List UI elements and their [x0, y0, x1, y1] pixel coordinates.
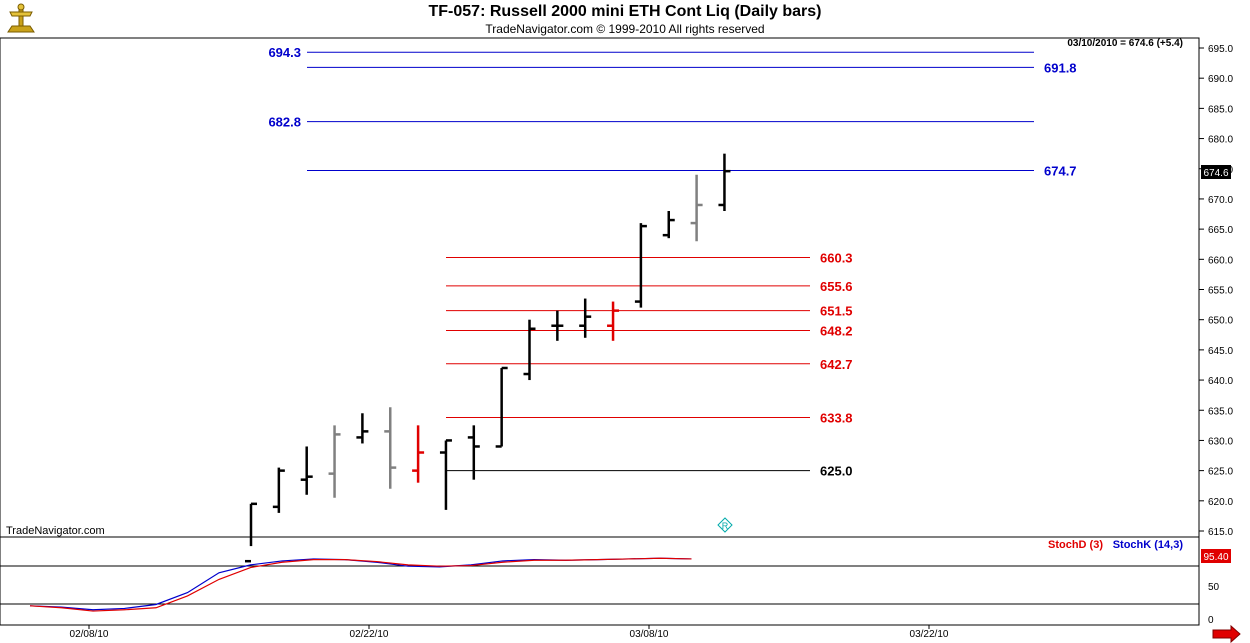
chart-title: TF-057: Russell 2000 mini ETH Cont Liq (…: [428, 3, 822, 20]
price-tick-label: 645.0: [1208, 346, 1233, 357]
ohlc-bar: [718, 153, 731, 212]
date-tick-label: 02/08/10: [70, 629, 109, 640]
level-label: 651.5: [820, 304, 853, 319]
ohlc-bar: [245, 502, 257, 563]
level-label: 674.7: [1044, 164, 1077, 179]
stoch-tick-label: 0: [1208, 615, 1214, 626]
date-axis: 02/08/10 02/22/10 03/08/10 03/22/10: [70, 625, 949, 640]
ohlc-bar: [690, 174, 703, 242]
stoch-current-label: 95.40: [1203, 552, 1228, 563]
svg-text:R: R: [722, 521, 729, 531]
chart-header: TF-057: Russell 2000 mini ETH Cont Liq (…: [0, 0, 1250, 38]
ohlc-bar: [495, 366, 508, 448]
price-tick-label: 660.0: [1208, 255, 1233, 266]
scroll-right-arrow-icon[interactable]: [1212, 624, 1241, 643]
last-price-label: 674.6: [1203, 168, 1228, 179]
registered-mark-icon: R: [717, 517, 733, 533]
ohlc-bar: [551, 310, 564, 341]
ohlc-bar: [272, 467, 285, 513]
price-tick-label: 615.0: [1208, 527, 1233, 538]
last-price-tag: [1201, 165, 1231, 179]
date-tick-label: 02/22/10: [350, 629, 389, 640]
horizontal-levels: 694.3 691.8 682.8 674.7 660.3 655.6 651.5 648.2…: [268, 45, 1076, 478]
ohlc-bar: [384, 407, 397, 489]
price-tick-label: 650.0: [1208, 316, 1233, 327]
stoch-tick-label: 50: [1208, 582, 1220, 593]
price-tick-label: 630.0: [1208, 436, 1233, 447]
level-label: 660.3: [820, 251, 853, 266]
date-tick-label: 03/22/10: [910, 629, 949, 640]
level-label: 633.8: [820, 410, 853, 425]
price-readout: 03/10/2010 = 674.6 (+5.4): [1067, 38, 1183, 49]
stoch-d-line: [29, 557, 692, 612]
level-label: 682.8: [268, 115, 301, 130]
level-label: 642.7: [820, 357, 853, 372]
ohlc-bars: [245, 153, 731, 563]
stochastic-lines: [29, 557, 692, 612]
ohlc-bar: [662, 211, 675, 239]
level-label: 691.8: [1044, 60, 1077, 75]
watermark: TradeNavigator.com: [6, 525, 105, 537]
price-tick-label: 635.0: [1208, 406, 1233, 417]
level-label: 694.3: [268, 45, 301, 60]
price-tick-label: 680.0: [1208, 135, 1233, 146]
price-tick-label: 625.0: [1208, 467, 1233, 478]
level-label: 655.6: [820, 279, 853, 294]
ohlc-bar: [607, 301, 620, 341]
ohlc-bar: [412, 425, 425, 483]
price-tick-label: 690.0: [1208, 74, 1233, 85]
stoch-axis: 50 0: [1208, 582, 1220, 626]
ohlc-bar: [634, 223, 647, 308]
price-panel-frame: [0, 37, 1200, 538]
price-tick-label: 670.0: [1208, 195, 1233, 206]
ohlc-bar: [356, 413, 369, 444]
price-tick-label: 655.0: [1208, 286, 1233, 297]
ohlc-bar: [300, 446, 313, 495]
price-tick-label: 620.0: [1208, 497, 1233, 508]
chart-subtitle: TradeNavigator.com © 1999-2010 All right…: [485, 22, 765, 36]
level-label: 648.2: [820, 324, 853, 339]
price-tick-label: 665.0: [1208, 225, 1233, 236]
stoch-k-legend: StochK (14,3): [1113, 539, 1184, 551]
ohlc-bar: [467, 425, 480, 480]
stoch-panel-frame: [0, 536, 1200, 626]
ohlc-bar: [439, 439, 452, 510]
stoch-current-tag: [1201, 549, 1231, 563]
price-tick-label: 640.0: [1208, 376, 1233, 387]
ohlc-bar: [523, 319, 536, 381]
trade-navigator-logo-icon: [4, 2, 38, 36]
price-tick-label: 685.0: [1208, 104, 1233, 115]
ohlc-bar: [579, 298, 592, 338]
ohlc-bar: [328, 425, 341, 498]
price-tick-label: 695.0: [1208, 44, 1233, 55]
level-label: 625.0: [820, 464, 853, 479]
price-axis: 695.0690.0685.0680.0675.0670.0665.0660.0…: [1199, 44, 1233, 538]
date-tick-label: 03/08/10: [630, 629, 669, 640]
stoch-d-legend: StochD (3): [1048, 539, 1103, 551]
